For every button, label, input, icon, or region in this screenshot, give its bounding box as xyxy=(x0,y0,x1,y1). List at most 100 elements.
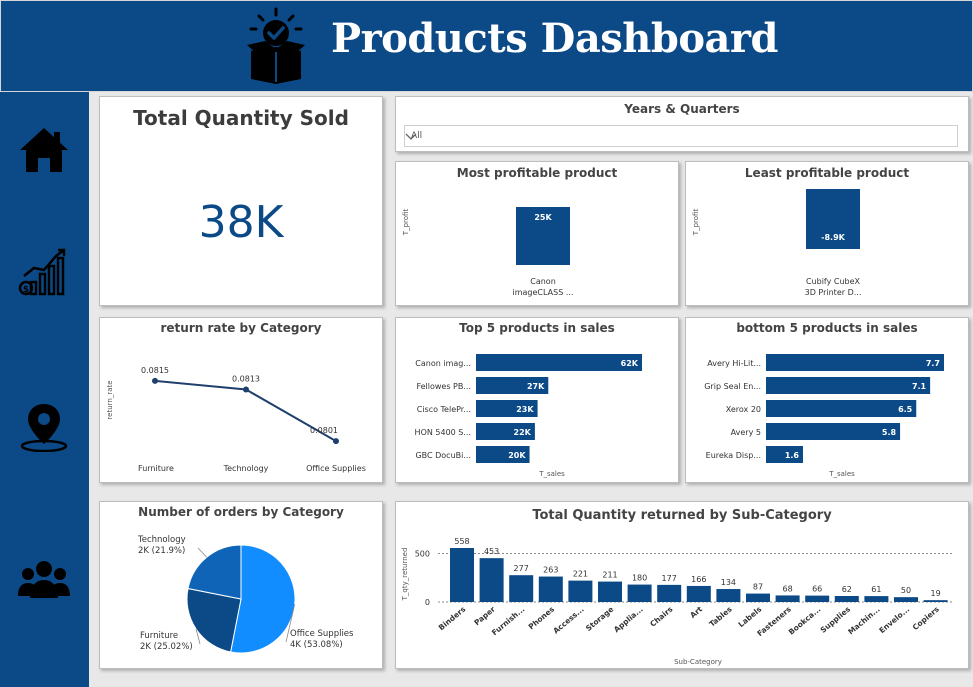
bottom5-chart: Avery Hi-Lit... 7.7 Grip Seal En... 7.1 Xero… xyxy=(704,354,944,478)
slice-label-name: Office Supplies xyxy=(290,629,354,639)
x-tick-label: Access... xyxy=(551,605,585,636)
bar xyxy=(568,580,593,602)
least-profitable-chart: T_profit -8.9K Cubify CubeX 3D Printer D... xyxy=(692,189,862,297)
slice-label-value: 2K (25.02%) xyxy=(140,642,193,652)
bottom5-title: bottom 5 products in sales xyxy=(736,321,918,335)
kpi-value: 38K xyxy=(198,197,284,248)
bar xyxy=(627,584,652,602)
y-tick-label: 0 xyxy=(425,598,430,607)
x-tick-label: Storage xyxy=(584,605,615,633)
slice-label-value: 4K (53.08%) xyxy=(290,640,343,650)
slicer-value: All xyxy=(411,131,423,141)
location-pin-icon[interactable] xyxy=(18,400,70,452)
x-tick-label: Furnish... xyxy=(490,605,527,638)
data-label: 25K xyxy=(534,213,552,222)
return-rate-chart: return_rate 0.0815 0.0813 0.0801 Furniture Te… xyxy=(106,366,366,473)
growth-chart-icon[interactable]: $ xyxy=(18,246,70,298)
data-label: 211 xyxy=(602,571,617,580)
x-tick-label: Bookca... xyxy=(787,605,823,637)
leader-line xyxy=(197,547,208,558)
slice-label-value: 2K (21.9%) xyxy=(138,546,185,556)
x-tick-label: Technology xyxy=(223,464,269,473)
y-tick-label: Grip Seal En... xyxy=(704,382,761,391)
bar xyxy=(509,575,534,602)
orders-title: Number of orders by Category xyxy=(138,505,344,519)
bar xyxy=(805,595,830,602)
data-label: 7.1 xyxy=(912,382,927,391)
bar xyxy=(766,354,944,371)
top5-title: Top 5 products in sales xyxy=(459,321,615,335)
x-tick-label: Canon xyxy=(530,277,556,286)
y-tick-label: Fellowes PB... xyxy=(416,382,471,391)
bar xyxy=(538,576,563,602)
y-axis-label: T_profit xyxy=(402,209,410,237)
y-tick-label: GBC DocuBi... xyxy=(415,451,471,460)
data-label: 0.0813 xyxy=(232,375,260,384)
data-label: 7.7 xyxy=(926,359,940,368)
y-axis-label: T_qty_returned xyxy=(401,548,409,602)
data-label: 453 xyxy=(484,547,499,556)
data-label: 62 xyxy=(842,585,852,594)
least-profitable-title: Least profitable product xyxy=(744,166,910,180)
data-label: 0.0815 xyxy=(141,366,169,375)
most-profitable-title: Most profitable product xyxy=(456,166,618,180)
slicer-dropdown[interactable]: All xyxy=(404,125,958,147)
data-label: 180 xyxy=(632,574,647,583)
y-tick-label: Canon imag... xyxy=(415,359,471,368)
top5-chart: Canon imag... 62K Fellowes PB... 27K Cisco T… xyxy=(415,354,642,478)
page-title: Products Dashboard xyxy=(331,15,778,62)
y-tick-label: Xerox 20 xyxy=(726,405,761,414)
slice-label-name: Technology xyxy=(137,535,186,545)
report-canvas: Total Quantity Sold 38K Years & Quarters… xyxy=(89,92,973,687)
data-label: 277 xyxy=(514,564,529,573)
data-label: 221 xyxy=(573,570,588,579)
x-tick-label: Copiers xyxy=(911,604,942,632)
x-tick-label: Chairs xyxy=(648,604,675,628)
bar xyxy=(894,597,918,602)
data-label: 61 xyxy=(871,585,881,594)
data-label: 22K xyxy=(514,428,532,437)
bar xyxy=(923,600,948,602)
pie-slice xyxy=(187,544,242,600)
bar xyxy=(479,558,504,602)
bottom5-card: bottom 5 products in sales Avery Hi-Lit.… xyxy=(685,317,969,483)
data-point xyxy=(152,377,158,384)
data-label: 66 xyxy=(812,585,822,594)
data-point xyxy=(243,386,249,393)
data-label: 20K xyxy=(508,451,526,460)
data-label: 177 xyxy=(662,574,677,583)
sidebar: $ xyxy=(0,92,89,687)
bar xyxy=(775,595,800,602)
returned-by-subcategory-card: Total Quantity returned by Sub-Category … xyxy=(395,501,969,669)
x-tick-label: Art xyxy=(688,604,704,620)
bar xyxy=(766,446,803,463)
y-tick-label: Avery Hi-Lit... xyxy=(707,359,761,368)
bar xyxy=(657,584,682,602)
x-tick-label: Cubify CubeX xyxy=(806,277,861,286)
bar xyxy=(834,596,859,602)
top5-card: Top 5 products in sales Canon imag... 62K… xyxy=(395,317,679,483)
bar xyxy=(516,207,570,265)
years-quarters-slicer: Years & Quarters All xyxy=(395,96,969,152)
bar xyxy=(476,400,538,417)
x-tick-label: 3D Printer D... xyxy=(805,288,862,297)
least-profitable-card: Least profitable product T_profit -8.9K Cu… xyxy=(685,161,969,306)
return-rate-title: return rate by Category xyxy=(160,321,322,335)
x-tick-label: Tables xyxy=(707,604,734,628)
bar xyxy=(746,593,770,602)
y-tick-label: HON 5400 S... xyxy=(415,428,471,437)
home-icon[interactable] xyxy=(18,124,70,176)
data-point xyxy=(333,438,339,445)
return-rate-card: return rate by Category return_rate 0.081… xyxy=(99,317,383,483)
leader-line xyxy=(285,604,296,643)
data-label: 6.5 xyxy=(898,405,913,414)
box-check-icon xyxy=(247,7,305,84)
most-profitable-card: Most profitable product T_profit 25K Canon… xyxy=(395,161,679,306)
slice-label-name: Furniture xyxy=(140,631,178,641)
y-tick-label: Avery 5 xyxy=(731,428,761,437)
data-label: 68 xyxy=(783,584,793,593)
data-label: 19 xyxy=(931,589,941,598)
x-axis-label: T_sales xyxy=(538,470,565,478)
people-icon[interactable] xyxy=(18,554,70,606)
